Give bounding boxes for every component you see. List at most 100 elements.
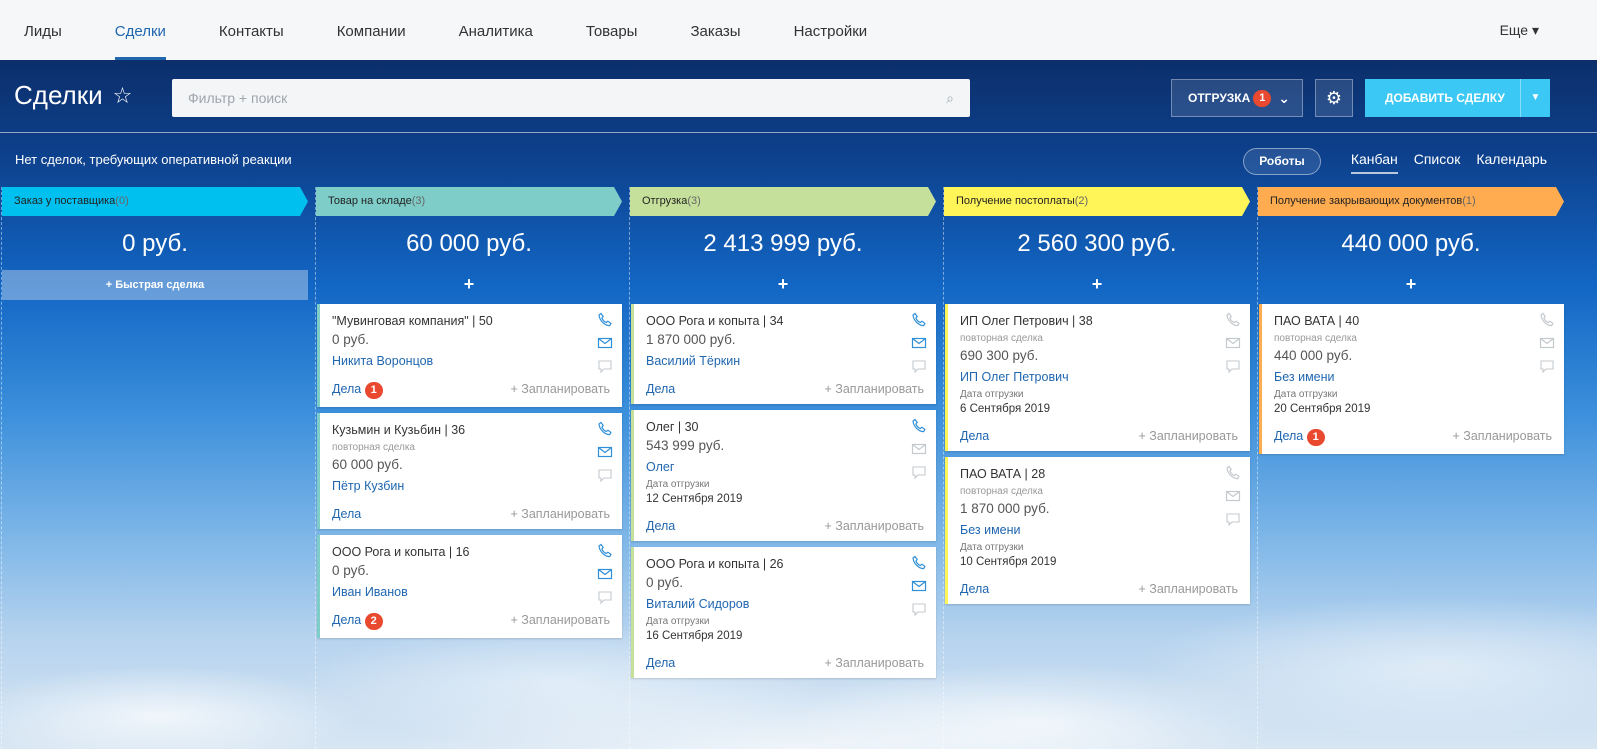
chat-icon[interactable] — [597, 589, 613, 605]
add-card-button[interactable]: + — [1091, 274, 1103, 294]
phone-icon[interactable] — [1539, 312, 1555, 328]
phone-icon[interactable] — [911, 418, 927, 434]
deal-title[interactable]: ИП Олег Петрович | 38 — [960, 314, 1093, 328]
deal-card[interactable]: ООО Рога и копыта | 34 1 870 000 руб. Ва… — [631, 304, 936, 404]
deal-title[interactable]: ПАО ВАТА | 28 — [960, 467, 1046, 481]
deal-title[interactable]: "Мувинговая компания" | 50 — [332, 314, 493, 328]
search-icon[interactable]: ⌕ — [946, 90, 954, 106]
nav-item-products[interactable]: Товары — [585, 23, 638, 40]
deal-card[interactable]: Кузьмин и Кузьбин | 36 повторная сделка … — [317, 413, 622, 529]
phone-icon[interactable] — [597, 543, 613, 559]
chat-icon[interactable] — [911, 464, 927, 480]
phone-icon[interactable] — [911, 312, 927, 328]
deal-card[interactable]: ООО Рога и копыта | 26 0 руб. Виталий Си… — [631, 547, 936, 678]
view-list[interactable]: Список — [1413, 151, 1461, 167]
add-card-button[interactable]: + — [777, 274, 789, 294]
chat-icon[interactable] — [597, 358, 613, 374]
column-header[interactable]: Получение постоплаты(2) — [944, 187, 1250, 216]
deals-link[interactable]: Дела — [960, 582, 989, 596]
deals-link[interactable]: Дела 2 — [332, 613, 383, 630]
search-input[interactable]: Фильтр + поиск ⌕ — [172, 79, 970, 117]
deal-client[interactable]: Виталий Сидоров — [646, 597, 750, 611]
nav-item-settings[interactable]: Настройки — [793, 23, 868, 40]
deal-card[interactable]: ПАО ВАТА | 28 повторная сделка 1 870 000… — [945, 457, 1250, 604]
mail-icon[interactable] — [1225, 335, 1241, 351]
deals-link[interactable]: Дела — [960, 429, 989, 443]
deal-client[interactable]: Пётр Кузбин — [332, 479, 405, 493]
chat-icon[interactable] — [1539, 358, 1555, 374]
nav-item-contacts[interactable]: Контакты — [218, 23, 284, 40]
phone-icon[interactable] — [597, 312, 613, 328]
add-card-button[interactable]: + — [463, 274, 475, 294]
view-kanban[interactable]: Канбан — [1350, 151, 1398, 174]
deal-title[interactable]: ООО Рога и копыта | 16 — [332, 545, 470, 559]
chat-icon[interactable] — [1225, 511, 1241, 527]
star-icon[interactable]: ☆ — [112, 82, 133, 108]
deal-title[interactable]: Кузьмин и Кузьбин | 36 — [332, 423, 466, 437]
nav-item-deals[interactable]: Сделки — [114, 0, 167, 60]
robots-button[interactable]: Роботы — [1243, 148, 1321, 175]
mail-icon[interactable] — [1539, 335, 1555, 351]
plan-link[interactable]: + Запланировать — [1138, 429, 1239, 443]
phone-icon[interactable] — [597, 421, 613, 437]
mail-icon[interactable] — [911, 441, 927, 457]
plan-link[interactable]: + Запланировать — [510, 613, 611, 627]
plan-link[interactable]: + Запланировать — [1452, 429, 1553, 443]
column-header[interactable]: Получение закрывающих документов(1) — [1258, 187, 1564, 216]
nav-item-orders[interactable]: Заказы — [690, 23, 741, 40]
deals-link[interactable]: Дела — [646, 519, 675, 533]
chat-icon[interactable] — [911, 601, 927, 617]
plan-link[interactable]: + Запланировать — [510, 382, 611, 396]
nav-item-analytics[interactable]: Аналитика — [458, 23, 533, 40]
nav-item-companies[interactable]: Компании — [336, 23, 406, 40]
deal-card[interactable]: "Мувинговая компания" | 50 0 руб. Никита… — [317, 304, 622, 407]
settings-button[interactable]: ⚙ — [1315, 79, 1353, 117]
deal-card[interactable]: Олег | 30 543 999 руб. Олег Дата отгрузк… — [631, 410, 936, 541]
chat-icon[interactable] — [911, 358, 927, 374]
deals-link[interactable]: Дела — [646, 382, 675, 396]
mail-icon[interactable] — [597, 335, 613, 351]
quick-deal-button[interactable]: + Быстрая сделка — [2, 270, 308, 300]
deal-client[interactable]: ИП Олег Петрович — [960, 370, 1069, 384]
deals-link[interactable]: Дела 1 — [332, 382, 383, 399]
nav-item-leads[interactable]: Лиды — [24, 23, 62, 40]
deal-title[interactable]: ООО Рога и копыта | 26 — [646, 557, 784, 571]
deal-title[interactable]: Олег | 30 — [646, 420, 699, 434]
deals-link[interactable]: Дела — [646, 656, 675, 670]
deal-card[interactable]: ИП Олег Петрович | 38 повторная сделка 6… — [945, 304, 1250, 451]
deal-client[interactable]: Василий Тёркин — [646, 354, 741, 368]
mail-icon[interactable] — [597, 444, 613, 460]
phone-icon[interactable] — [1225, 465, 1241, 481]
deals-link[interactable]: Дела 1 — [1274, 429, 1325, 446]
add-deal-dropdown[interactable]: ▼ — [1520, 79, 1550, 117]
column-header[interactable]: Отгрузка(3) — [630, 187, 936, 216]
chat-icon[interactable] — [597, 467, 613, 483]
deals-link[interactable]: Дела — [332, 507, 361, 521]
column-header[interactable]: Заказ у поставщика(0) — [2, 187, 308, 216]
deal-client[interactable]: Иван Иванов — [332, 585, 408, 599]
phone-icon[interactable] — [911, 555, 927, 571]
mail-icon[interactable] — [911, 335, 927, 351]
plan-link[interactable]: + Запланировать — [824, 519, 925, 533]
deal-title[interactable]: ПАО ВАТА | 40 — [1274, 314, 1360, 328]
deal-client[interactable]: Олег — [646, 460, 675, 474]
phone-icon[interactable] — [1225, 312, 1241, 328]
mail-icon[interactable] — [597, 566, 613, 582]
deal-card[interactable]: ООО Рога и копыта | 16 0 руб. Иван Ивано… — [317, 535, 622, 638]
view-calendar[interactable]: Календарь — [1476, 151, 1547, 167]
column-header[interactable]: Товар на складе(3) — [316, 187, 622, 216]
deal-client[interactable]: Никита Воронцов — [332, 354, 434, 368]
chat-icon[interactable] — [1225, 358, 1241, 374]
deal-title[interactable]: ООО Рога и копыта | 34 — [646, 314, 784, 328]
mail-icon[interactable] — [1225, 488, 1241, 504]
deal-card[interactable]: ПАО ВАТА | 40 повторная сделка 440 000 р… — [1259, 304, 1564, 454]
add-card-button[interactable]: + — [1405, 274, 1417, 294]
plan-link[interactable]: + Запланировать — [824, 382, 925, 396]
mail-icon[interactable] — [911, 578, 927, 594]
nav-more[interactable]: Еще ▾ — [1500, 22, 1539, 39]
plan-link[interactable]: + Запланировать — [1138, 582, 1239, 596]
deal-client[interactable]: Без имени — [1274, 370, 1335, 384]
pipeline-select-button[interactable]: ОТГРУЗКА 1 ⌄ — [1171, 79, 1303, 117]
add-deal-button[interactable]: ДОБАВИТЬ СДЕЛКУ ▼ — [1365, 79, 1550, 117]
plan-link[interactable]: + Запланировать — [510, 507, 611, 521]
